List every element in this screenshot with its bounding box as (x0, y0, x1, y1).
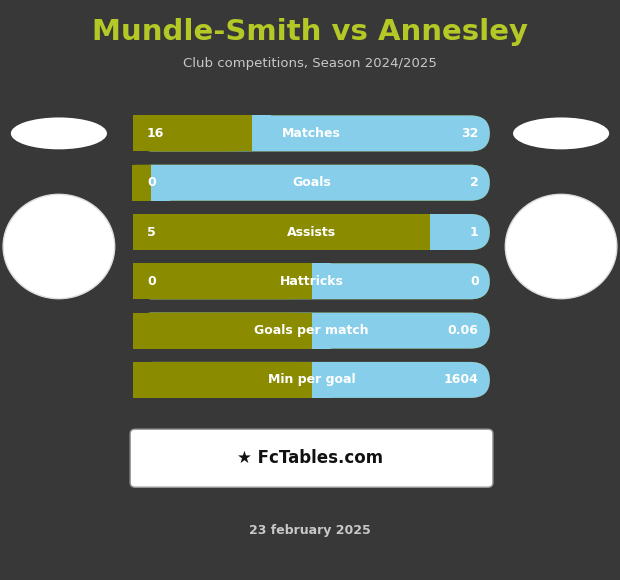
Text: 32: 32 (461, 127, 479, 140)
FancyBboxPatch shape (132, 165, 153, 201)
FancyBboxPatch shape (133, 313, 490, 349)
Ellipse shape (11, 117, 107, 149)
FancyBboxPatch shape (133, 362, 311, 398)
Bar (252, 115, 271, 151)
Text: Min per goal: Min per goal (268, 374, 355, 386)
FancyBboxPatch shape (133, 263, 311, 299)
Text: Assists: Assists (287, 226, 336, 238)
FancyBboxPatch shape (133, 214, 490, 250)
Text: 23 february 2025: 23 february 2025 (249, 524, 371, 537)
FancyBboxPatch shape (133, 214, 430, 250)
Text: 0.06: 0.06 (448, 324, 479, 337)
Bar (133, 214, 430, 250)
Text: Hattricks: Hattricks (280, 275, 343, 288)
Text: 2: 2 (470, 176, 479, 189)
Text: 16: 16 (147, 127, 164, 140)
FancyBboxPatch shape (133, 214, 490, 250)
FancyBboxPatch shape (133, 362, 490, 398)
Bar (132, 165, 151, 201)
Bar (133, 362, 312, 398)
Bar (311, 362, 331, 398)
FancyBboxPatch shape (133, 313, 490, 349)
Text: 1604: 1604 (444, 374, 479, 386)
Bar (311, 313, 331, 349)
Text: 1: 1 (470, 226, 479, 238)
Bar (311, 263, 331, 299)
Text: ★ FcTables.com: ★ FcTables.com (237, 449, 383, 467)
Text: Goals: Goals (292, 176, 331, 189)
Bar (411, 214, 430, 250)
FancyBboxPatch shape (133, 362, 490, 398)
FancyBboxPatch shape (133, 313, 311, 349)
Ellipse shape (513, 117, 609, 149)
FancyBboxPatch shape (133, 115, 490, 151)
Bar (133, 313, 312, 349)
Bar (430, 214, 450, 250)
Circle shape (505, 194, 617, 299)
FancyBboxPatch shape (130, 429, 493, 487)
Text: 0: 0 (147, 275, 156, 288)
Bar (292, 362, 311, 398)
Bar (292, 313, 311, 349)
Circle shape (3, 194, 115, 299)
FancyBboxPatch shape (133, 263, 490, 299)
Bar (133, 115, 252, 151)
FancyBboxPatch shape (133, 115, 252, 151)
Text: Goals per match: Goals per match (254, 324, 369, 337)
Bar (133, 263, 312, 299)
Text: 0: 0 (147, 176, 156, 189)
Bar (133, 165, 151, 201)
Text: Mundle-Smith vs Annesley: Mundle-Smith vs Annesley (92, 18, 528, 46)
Text: Matches: Matches (282, 127, 341, 140)
Text: Club competitions, Season 2024/2025: Club competitions, Season 2024/2025 (183, 57, 437, 70)
FancyBboxPatch shape (133, 115, 490, 151)
FancyBboxPatch shape (133, 263, 490, 299)
Bar (232, 115, 252, 151)
Text: 5: 5 (147, 226, 156, 238)
FancyBboxPatch shape (133, 165, 490, 201)
Text: 0: 0 (470, 275, 479, 288)
FancyBboxPatch shape (133, 165, 490, 201)
Bar (292, 263, 311, 299)
Bar (151, 165, 171, 201)
